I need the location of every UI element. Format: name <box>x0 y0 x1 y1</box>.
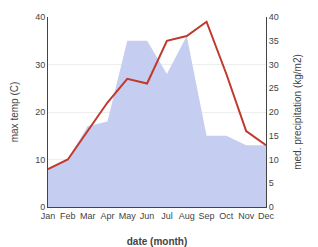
svg-text:25: 25 <box>269 83 279 93</box>
svg-text:May: May <box>119 211 137 221</box>
svg-text:0: 0 <box>269 202 274 212</box>
svg-text:Jan: Jan <box>41 211 56 221</box>
svg-text:20: 20 <box>269 107 279 117</box>
svg-text:Aug: Aug <box>179 211 195 221</box>
svg-text:date (month): date (month) <box>127 236 188 247</box>
svg-text:5: 5 <box>269 178 274 188</box>
svg-text:15: 15 <box>269 131 279 141</box>
svg-text:0: 0 <box>40 202 45 212</box>
svg-text:Mar: Mar <box>80 211 96 221</box>
svg-text:Dec: Dec <box>258 211 275 221</box>
svg-text:30: 30 <box>35 60 45 70</box>
svg-text:40: 40 <box>35 12 45 22</box>
svg-text:20: 20 <box>35 107 45 117</box>
svg-text:max temp (C): max temp (C) <box>9 82 20 143</box>
svg-text:med. precipitation (kg/m2): med. precipitation (kg/m2) <box>292 54 303 170</box>
svg-text:35: 35 <box>269 36 279 46</box>
svg-text:40: 40 <box>269 12 279 22</box>
svg-text:Jul: Jul <box>161 211 173 221</box>
svg-text:Nov: Nov <box>238 211 255 221</box>
svg-text:Feb: Feb <box>60 211 76 221</box>
svg-text:10: 10 <box>35 155 45 165</box>
svg-text:Apr: Apr <box>100 211 114 221</box>
svg-text:10: 10 <box>269 155 279 165</box>
svg-text:30: 30 <box>269 60 279 70</box>
svg-text:Sep: Sep <box>199 211 215 221</box>
svg-text:Jun: Jun <box>140 211 155 221</box>
svg-text:Oct: Oct <box>219 211 234 221</box>
